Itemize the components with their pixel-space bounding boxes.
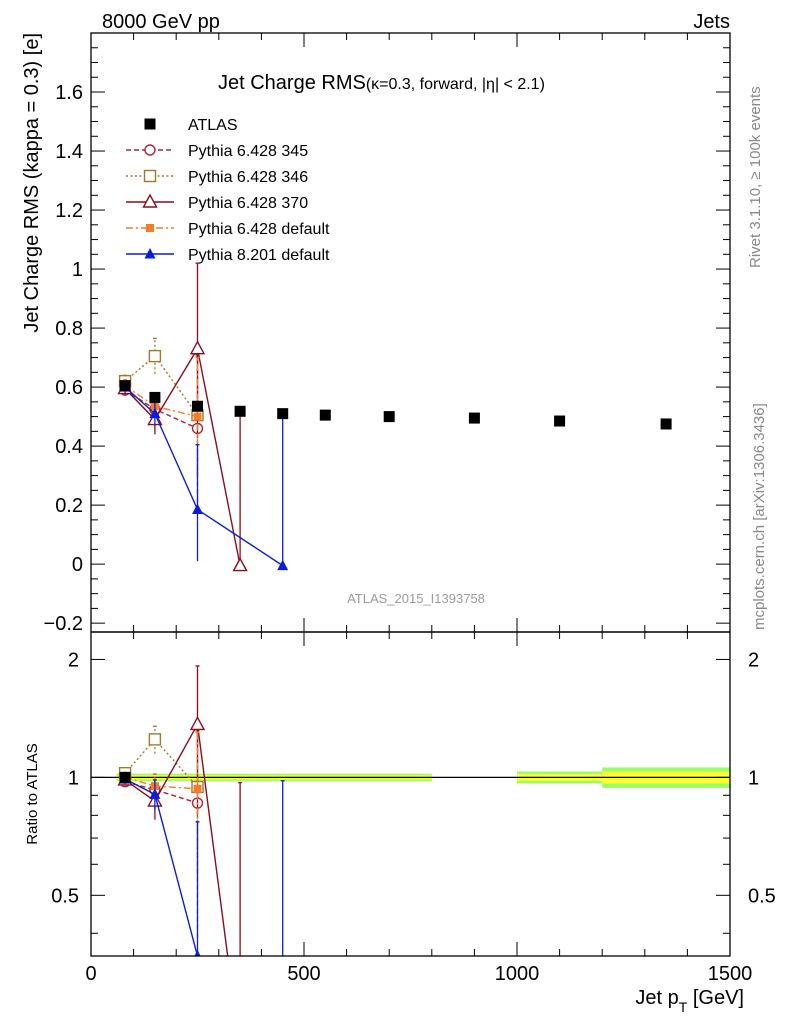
main-data-point (232, 557, 248, 572)
ratio-frame (90, 631, 731, 957)
x-axis-label-main: Jet p (635, 987, 678, 1009)
main-data-point (234, 405, 246, 417)
main-series-line-5 (124, 386, 284, 567)
legend-label: ATLAS (188, 117, 238, 134)
ratio-y-tick-label-right: 1 (748, 767, 759, 789)
ratio-data-point (149, 788, 161, 799)
ratio-series-0 (119, 771, 131, 783)
legend-marker (146, 224, 154, 232)
y-tick-label: 0 (72, 554, 83, 576)
legend-entry-4: Pythia 6.428 default (126, 221, 330, 238)
analysis-id-label: ATLAS_2015_I1393758 (347, 591, 485, 606)
ratio-y-axis-label: Ratio to ATLAS (24, 743, 41, 844)
main-data-point (119, 380, 131, 392)
legend-label: Pythia 6.428 345 (188, 143, 308, 160)
ratio-series-4 (121, 731, 202, 875)
legend-marker (144, 118, 156, 130)
legend-label: Pythia 6.428 346 (188, 169, 308, 186)
main-data-point (554, 415, 566, 427)
chart-title: Jet Charge RMS(κ=0.3, forward, |η| < 2.1… (218, 72, 545, 94)
legend-marker (144, 144, 156, 156)
chart-title-main: Jet Charge RMS (218, 72, 366, 94)
x-axis-label: Jet pT [GeV] (635, 987, 744, 1015)
legend-entry-0: ATLAS (144, 117, 238, 134)
ratio-y-tick-label-right: 0.5 (748, 885, 776, 907)
x-axis-label-unit: [GeV] (687, 987, 744, 1009)
main-frame (90, 32, 731, 633)
legend: ATLAS Pythia 6.428 345 Pythia 6.428 346 Pyt… (126, 117, 330, 264)
legend-entry-2: Pythia 6.428 346 (126, 169, 308, 186)
y-tick-label: 1 (72, 259, 83, 281)
y-tick-label: 0.6 (55, 377, 83, 399)
y-tick-label: −0.2 (44, 613, 83, 635)
legend-label: Pythia 8.201 default (188, 247, 330, 264)
y-tick-label: 0.4 (55, 436, 83, 458)
main-data-point (148, 349, 162, 363)
x-tick-label: 500 (287, 963, 320, 985)
ratio-y-tick-label: 2 (68, 649, 79, 671)
ratio-series-line-3 (124, 722, 229, 956)
legend-marker (143, 169, 157, 183)
ratio-series-1 (119, 728, 204, 938)
process-label: Jets (693, 11, 730, 33)
chart-title-sub: (κ=0.3, forward, |η| < 2.1) (366, 76, 545, 93)
main-data-point (319, 409, 331, 421)
x-tick-label: 1500 (708, 963, 753, 985)
legend-label: Pythia 6.428 370 (188, 195, 308, 212)
x-tick-label: 1000 (495, 963, 540, 985)
x-tick-label: 0 (85, 963, 96, 985)
main-data-point (193, 412, 202, 421)
main-data-point (660, 418, 672, 430)
main-data-point (192, 400, 203, 412)
main-data-point (468, 412, 480, 424)
ratio-data-point (119, 771, 131, 783)
main-data-point (149, 407, 161, 419)
mcplots-label: mcplots.cern.ch [arXiv:1306.3436] (751, 403, 768, 630)
y-tick-label: 0.8 (55, 318, 83, 340)
legend-marker (142, 193, 158, 208)
main-series-3 (117, 262, 248, 572)
main-series-line-2 (124, 355, 199, 416)
main-series-2 (118, 337, 204, 475)
ratio-series-line-5 (124, 778, 199, 956)
ratio-panel: 0.5 0.5 1 1 2 2 0 500 1000 1500 (51, 631, 776, 985)
main-data-point (277, 559, 289, 571)
legend-label: Pythia 6.428 default (188, 221, 330, 238)
y-tick-label: 1.4 (55, 141, 83, 163)
main-series-line-3 (124, 346, 241, 566)
ratio-data-point (189, 715, 206, 731)
legend-entry-1: Pythia 6.428 345 (126, 143, 308, 160)
ratio-series-5 (119, 773, 285, 956)
x-axis-label-sub: T (679, 999, 688, 1015)
y-axis-label: Jet Charge RMS (kappa = 0.3) [e] (21, 33, 43, 333)
legend-entry-3: Pythia 6.428 370 (126, 193, 308, 212)
main-series-0 (119, 380, 672, 430)
main-data-point (277, 408, 289, 420)
ratio-data-point (148, 733, 162, 746)
y-tick-label: 1.2 (55, 200, 83, 222)
ratio-series-2 (118, 725, 204, 872)
main-data-point (383, 411, 395, 423)
y-tick-label: 1.6 (55, 82, 83, 104)
ratio-data-point (193, 784, 202, 793)
ratio-series-3 (117, 665, 243, 956)
main-data-point (149, 391, 161, 403)
ratio-y-tick-label-right: 2 (748, 649, 759, 671)
ratio-y-tick-label: 0.5 (51, 885, 79, 907)
energy-label: 8000 GeV pp (102, 11, 220, 33)
rivet-version-label: Rivet 3.1.10, ≥ 100k events (747, 86, 764, 268)
y-tick-label: 0.2 (55, 495, 83, 517)
ratio-y-tick-label: 1 (68, 767, 79, 789)
ratio-data-point (194, 950, 201, 956)
legend-marker (144, 248, 156, 259)
legend-entry-5: Pythia 8.201 default (126, 247, 330, 264)
main-data-point (189, 340, 206, 355)
main-data-point (192, 503, 203, 515)
